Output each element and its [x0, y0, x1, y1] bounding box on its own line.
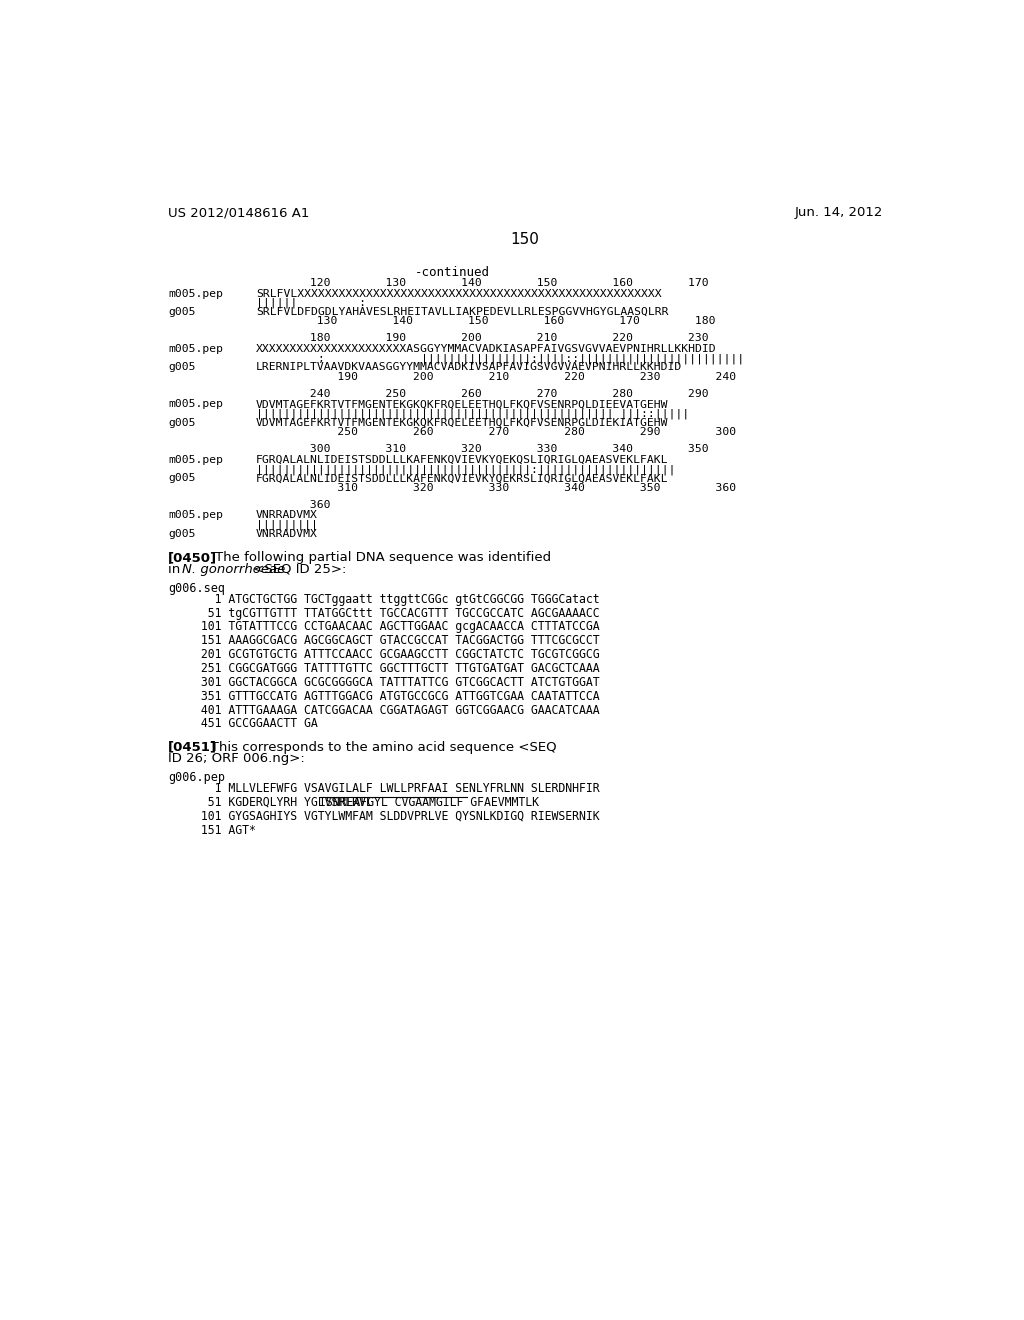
Text: FGRQALALNLIDEISTSDDLLLKAFENKQVIEVKYQEKRSLIQRIGLQAEASVEKLFAKL: FGRQALALNLIDEISTSDDLLLKAFENKQVIEVKYQEKRS… [256, 474, 669, 483]
Text: 151 AAAGGCGACG AGCGGCAGCT GTACCGCCAT TACGGACTGG TTTCGCGCCT: 151 AAAGGCGACG AGCGGCAGCT GTACCGCCAT TAC… [194, 635, 599, 647]
Text: m005.pep: m005.pep [168, 289, 223, 298]
Text: |||||||||: ||||||||| [256, 520, 317, 531]
Text: g005: g005 [168, 308, 196, 317]
Text: <SEQ ID 25>:: <SEQ ID 25>: [249, 562, 346, 576]
Text: VNRRADVMX: VNRRADVMX [256, 511, 317, 520]
Text: g006.pep: g006.pep [168, 771, 225, 784]
Text: m005.pep: m005.pep [168, 455, 223, 465]
Text: This corresponds to the amino acid sequence <SEQ: This corresponds to the amino acid seque… [198, 741, 556, 754]
Text: N. gonorrhoeae: N. gonorrhoeae [182, 562, 286, 576]
Text: ||||||         :: |||||| : [256, 298, 366, 309]
Text: 1 ATGCTGCTGG TGCTggaatt ttggttCGGc gtGtCGGCGG TGGGCatact: 1 ATGCTGCTGG TGCTggaatt ttggttCGGc gtGtC… [194, 593, 599, 606]
Text: FGRQALALNLIDEISTSDDLLLKAFENKQVIEVKYQEKQSLIQRIGLQAEASVEKLFAKL: FGRQALALNLIDEISTSDDLLLKAFENKQVIEVKYQEKQS… [256, 455, 669, 465]
Text: 130        140        150        160        170        180: 130 140 150 160 170 180 [248, 317, 716, 326]
Text: [0450]: [0450] [168, 552, 217, 564]
Text: VDVMTAGEFKRTVTFMGENTEKGKQKFRQELEETHQLFKQFVSENRPGLDIEKIATGEHW: VDVMTAGEFKRTVTFMGENTEKGKQKFRQELEETHQLFKQ… [256, 418, 669, 428]
Text: 51 tgCGTTGTTT TTATGGCttt TGCCACGTTT TGCCGCCATC AGCGAAAACC: 51 tgCGTTGTTT TTATGGCttt TGCCACGTTT TGCC… [194, 607, 599, 619]
Text: 351 GTTTGCCATG AGTTTGGACG ATGTGCCGCG ATTGGTCGAA CAATATTCCA: 351 GTTTGCCATG AGTTTGGACG ATGTGCCGCG ATT… [194, 689, 599, 702]
Text: ;              ||||||||||||||||:||||::||||||||||||||||||||||||: ; ||||||||||||||||:||||::|||||||||||||||… [256, 354, 744, 364]
Text: 51 KGDERQLYRH YGLVSRLRVL: 51 KGDERQLYRH YGLVSRLRVL [194, 796, 380, 809]
Text: ISNREAFGYL CVGAAMGILF GFAEVMMTLK: ISNREAFGYL CVGAAMGILF GFAEVMMTLK [318, 796, 539, 809]
Text: g005: g005 [168, 363, 196, 372]
Text: SRLFVLXXXXXXXXXXXXXXXXXXXXXXXXXXXXXXXXXXXXXXXXXXXXXXXXXXXXX: SRLFVLXXXXXXXXXXXXXXXXXXXXXXXXXXXXXXXXXX… [256, 289, 662, 298]
Text: 451 GCCGGAACTT GA: 451 GCCGGAACTT GA [194, 718, 317, 730]
Text: SRLFVLDFDGDLYAHAVESLRHEITAVLLIAKPEDEVLLRLESPGGVVHGYGLAASQLRR: SRLFVLDFDGDLYAHAVESLRHEITAVLLIAKPEDEVLLR… [256, 308, 669, 317]
Text: 201 GCGTGTGCTG ATTTCCAACC GCGAAGCCTT CGGCTATCTC TGCGTCGGCG: 201 GCGTGTGCTG ATTTCCAACC GCGAAGCCTT CGG… [194, 648, 599, 661]
Text: 150: 150 [510, 231, 540, 247]
Text: VNRRADVMX: VNRRADVMX [256, 529, 317, 539]
Text: 301 GGCTACGGCA GCGCGGGGCA TATTTATTCG GTCGGCACTT ATCTGTGGAT: 301 GGCTACGGCA GCGCGGGGCA TATTTATTCG GTC… [194, 676, 599, 689]
Text: The following partial DNA sequence was identified: The following partial DNA sequence was i… [198, 552, 551, 564]
Text: m005.pep: m005.pep [168, 345, 223, 354]
Text: -continued: -continued [415, 267, 489, 280]
Text: 250        260        270        280        290        300: 250 260 270 280 290 300 [248, 428, 736, 437]
Text: ID 26; ORF 006.ng>:: ID 26; ORF 006.ng>: [168, 752, 305, 766]
Text: g005: g005 [168, 418, 196, 428]
Text: in: in [168, 562, 184, 576]
Text: VDVMTAGEFKRTVTFMGENTEKGKQKFRQELEETHQLFKQFVSENRPQLDIEEVATGEHW: VDVMTAGEFKRTVTFMGENTEKGKQKFRQELEETHQLFKQ… [256, 400, 669, 409]
Text: XXXXXXXXXXXXXXXXXXXXXXASGGYYMMACVADKIASAPFAIVGSVGVVAEVPNIHRLLKKHDID: XXXXXXXXXXXXXXXXXXXXXXASGGYYMMACVADKIASA… [256, 345, 717, 354]
Text: 120        130        140        150        160        170: 120 130 140 150 160 170 [248, 277, 709, 288]
Text: 101 GYGSAGHIYS VGTYLWMFAM SLDDVPRLVE QYSNLKDIGQ RIEWSERNIK: 101 GYGSAGHIYS VGTYLWMFAM SLDDVPRLVE QYS… [194, 810, 599, 822]
Text: m005.pep: m005.pep [168, 511, 223, 520]
Text: 1 MLLVLEFWFG VSAVGILALF LWLLPRFAAI SENLYFRLNN SLERDNHFIR: 1 MLLVLEFWFG VSAVGILALF LWLLPRFAAI SENLY… [194, 781, 599, 795]
Text: US 2012/0148616 A1: US 2012/0148616 A1 [168, 206, 309, 219]
Text: LRERNIPLTVAAVDKVAASGGYYMMACVADKIVSAPFAVIGSVGVVAEVPNIHRLLKKHDID: LRERNIPLTVAAVDKVAASGGYYMMACVADKIVSAPFAVI… [256, 363, 682, 372]
Text: 240        250        260        270        280        290: 240 250 260 270 280 290 [248, 388, 709, 399]
Text: 180        190        200        210        220        230: 180 190 200 210 220 230 [248, 333, 709, 343]
Text: [0451]: [0451] [168, 741, 217, 754]
Text: 151 AGT*: 151 AGT* [194, 824, 256, 837]
Text: g006.seq: g006.seq [168, 582, 225, 595]
Text: 251 CGGCGATGGG TATTTTGTTC GGCTTTGCTT TTGTGATGAT GACGCTCAAA: 251 CGGCGATGGG TATTTTGTTC GGCTTTGCTT TTG… [194, 663, 599, 675]
Text: Jun. 14, 2012: Jun. 14, 2012 [795, 206, 883, 219]
Text: 300        310        320        330        340        350: 300 310 320 330 340 350 [248, 444, 709, 454]
Text: m005.pep: m005.pep [168, 400, 223, 409]
Text: 360: 360 [248, 499, 331, 510]
Text: 310        320        330        340        350        360: 310 320 330 340 350 360 [248, 483, 736, 492]
Text: ||||||||||||||||||||||||||||||||||||||||:||||||||||||||||||||: ||||||||||||||||||||||||||||||||||||||||… [256, 465, 675, 475]
Text: 190        200        210        220        230        240: 190 200 210 220 230 240 [248, 372, 736, 381]
Text: g005: g005 [168, 529, 196, 539]
Text: 101 TGTATTTCCG CCTGAACAAC AGCTTGGAAC gcgACAACCA CTTTATCCGA: 101 TGTATTTCCG CCTGAACAAC AGCTTGGAAC gcg… [194, 620, 599, 634]
Text: |||||||||||||||||||||||||||||||||||||||||||||||||||| |||::|||||: ||||||||||||||||||||||||||||||||||||||||… [256, 409, 689, 420]
Text: g005: g005 [168, 474, 196, 483]
Text: 401 ATTTGAAAGA CATCGGACAA CGGATAGAGT GGTCGGAACG GAACATCAAA: 401 ATTTGAAAGA CATCGGACAA CGGATAGAGT GGT… [194, 704, 599, 717]
